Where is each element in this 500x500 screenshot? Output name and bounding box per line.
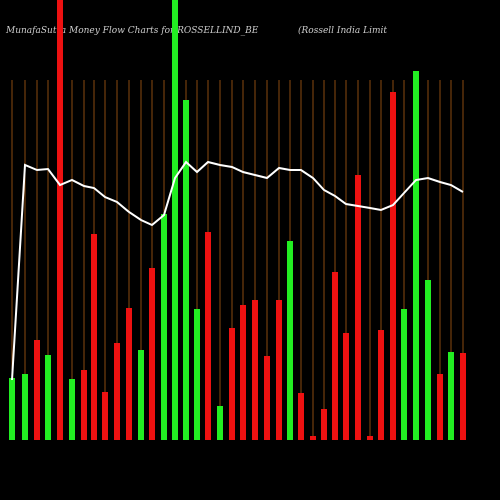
- bar: [321, 409, 327, 440]
- bar: [102, 392, 108, 440]
- bar: [172, 0, 178, 440]
- bar: [298, 393, 304, 440]
- bar: [252, 300, 258, 440]
- bar: [425, 280, 431, 440]
- bar: [390, 92, 396, 440]
- chart-title: MunafaSutra Money Flow Charts for ROSSEL…: [5, 26, 259, 36]
- bar: [126, 308, 132, 440]
- bar: [276, 300, 282, 440]
- bar: [437, 374, 443, 440]
- bar: [205, 232, 211, 440]
- bar: [91, 234, 97, 440]
- bar: [183, 100, 189, 440]
- bar: [114, 343, 120, 440]
- bar: [9, 378, 15, 440]
- bar: [138, 350, 144, 440]
- bar: [81, 370, 87, 440]
- bar: [343, 333, 349, 440]
- bar: [287, 241, 293, 440]
- bar: [367, 436, 373, 440]
- bar: [264, 356, 270, 440]
- bar: [22, 374, 28, 440]
- bar: [378, 330, 384, 440]
- bar: [161, 214, 167, 440]
- bar: [217, 406, 223, 440]
- bar: [310, 436, 316, 440]
- bar: [45, 355, 51, 440]
- bar: [240, 305, 246, 440]
- chart-subtitle: (Rossell India Limit: [298, 25, 387, 36]
- money-flow-line: [11, 160, 464, 381]
- bar: [448, 352, 454, 440]
- bar: [194, 309, 200, 440]
- bar: [355, 175, 361, 440]
- bar: [332, 272, 338, 440]
- bar: [229, 328, 235, 440]
- bar: [413, 71, 419, 440]
- bar: [149, 268, 155, 440]
- bar: [460, 353, 466, 440]
- bar: [69, 379, 75, 440]
- bar: [57, 0, 63, 440]
- bar: [34, 340, 40, 440]
- bar: [401, 309, 407, 440]
